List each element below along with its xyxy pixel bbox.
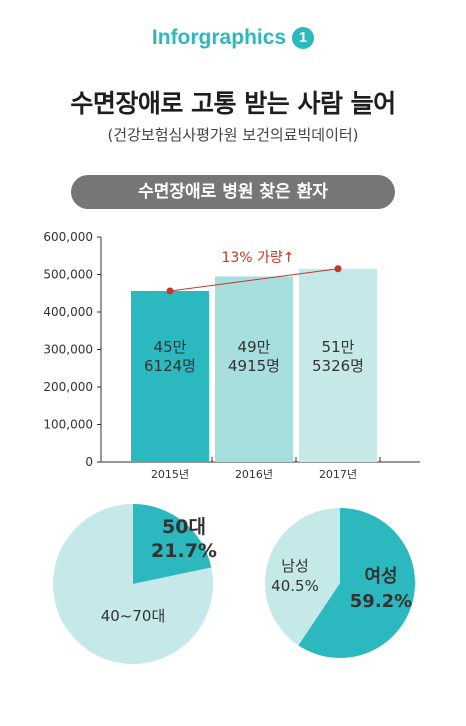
bar-label-line1: 45만 [154, 338, 187, 356]
source-note: (건강보험심사평가원 보건의료빅데이터) [107, 126, 359, 144]
age-pie-slice-label: 50대 [162, 516, 206, 538]
age-pie-slice [133, 504, 212, 584]
bar-label-line2: 4915명 [228, 357, 280, 375]
gender-pie-slice [265, 508, 340, 646]
brand-text: Inforgraphics [151, 26, 287, 49]
header: Inforgraphics 1 [0, 26, 466, 50]
bar-label-line2: 6124명 [144, 357, 196, 375]
bar [299, 268, 377, 462]
gender-pie-slice-label: 여성 [364, 566, 397, 587]
y-tick-label: 400,000 [43, 305, 93, 319]
bar [131, 290, 209, 462]
y-tick-label: 0 [85, 455, 93, 469]
trend-point [166, 287, 174, 295]
bar-label-line1: 49만 [238, 338, 271, 356]
x-tick-label: 2016년 [235, 468, 273, 481]
y-tick-label: 300,000 [43, 343, 93, 357]
page-title: 수면장애로 고통 받는 사람 늘어 [70, 89, 396, 118]
y-tick-label: 200,000 [43, 380, 93, 394]
gender-pie-slice [298, 508, 416, 658]
chart-title-pill: 수면장애로 병원 찾은 환자 [71, 175, 395, 209]
bar-label-line2: 5326명 [312, 357, 364, 375]
age-pie-slice-label: 40~70대 [101, 607, 166, 625]
x-tick-label: 2015년 [151, 468, 189, 481]
bar [215, 276, 293, 462]
trend-point [334, 265, 342, 273]
age-pie-slice [52, 504, 213, 664]
bar-label-line1: 51만 [322, 338, 355, 356]
age-pie-slice-value_text: 21.7% [151, 540, 217, 562]
gender-pie-slice-label: 남성 [281, 557, 309, 575]
x-tick-label: 2017년 [319, 468, 357, 481]
number-badge: 1 [292, 27, 315, 49]
y-tick-label: 500,000 [43, 268, 93, 282]
y-tick-label: 100,000 [43, 418, 93, 432]
gender-pie-slice-value_text: 59.2% [350, 591, 412, 612]
gender-pie-slice-value_text: 40.5% [271, 577, 319, 595]
y-tick-label: 600,000 [43, 230, 93, 244]
brand-title: Inforgraphics 1 [151, 26, 315, 50]
trend-line [169, 268, 339, 292]
trend-annotation: 13% 가량↑ [221, 250, 294, 266]
